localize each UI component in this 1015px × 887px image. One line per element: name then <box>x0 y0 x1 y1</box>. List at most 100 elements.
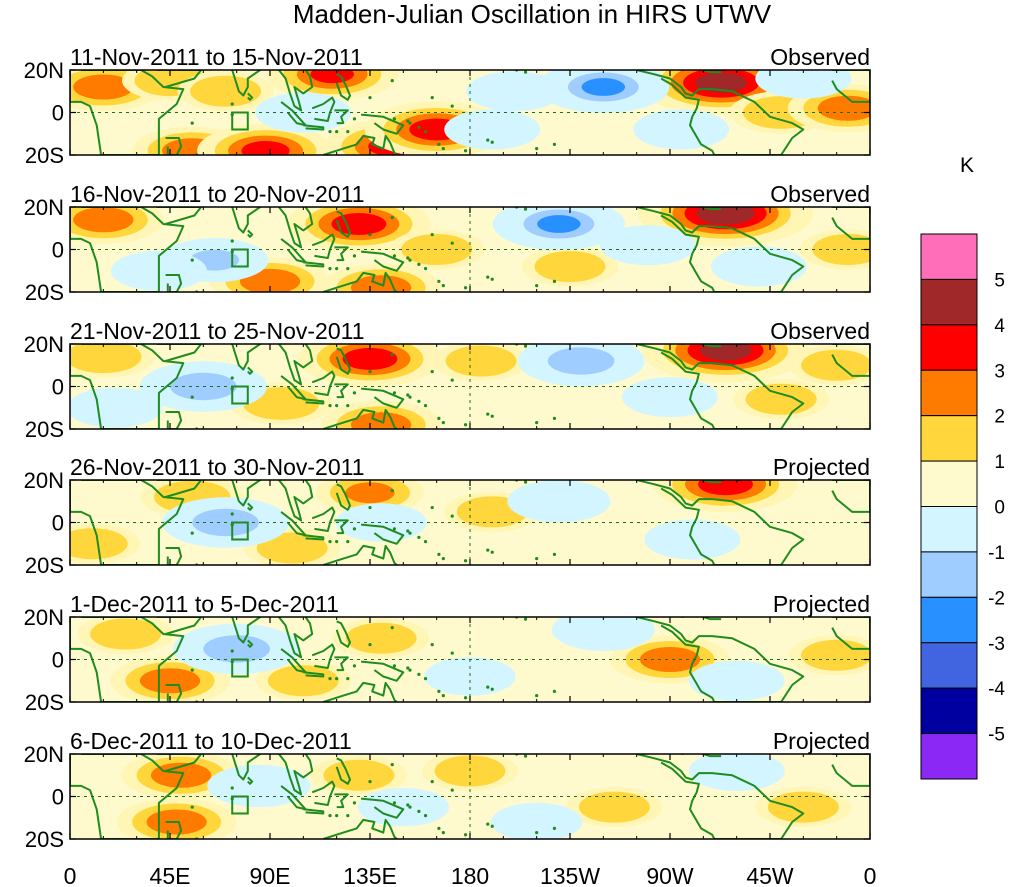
anomaly-contour <box>70 528 128 560</box>
colorbar-label: -2 <box>988 588 1005 609</box>
y-tick-label: 20S <box>25 417 64 442</box>
colorbar-label: 4 <box>994 316 1005 337</box>
island <box>423 130 428 134</box>
coastline <box>335 210 351 238</box>
colorbar-label: 5 <box>994 270 1005 291</box>
island <box>486 822 490 826</box>
x-tick-label: 135E <box>343 863 397 887</box>
island <box>437 416 441 420</box>
panel-period: 21-Nov-2011 to 25-Nov-2011 <box>70 318 365 344</box>
anomaly-mark <box>70 344 155 378</box>
island <box>486 412 490 416</box>
island <box>328 130 332 134</box>
island <box>390 626 394 630</box>
panel-status: Projected <box>773 454 870 480</box>
island <box>437 552 441 556</box>
coastline <box>334 109 349 125</box>
anomaly-contour <box>478 75 550 107</box>
x-tick-label: 0 <box>864 863 877 887</box>
island <box>535 694 539 698</box>
island <box>392 527 397 531</box>
island <box>486 275 490 279</box>
colorbar-swatch <box>920 642 978 689</box>
coastline <box>165 547 183 565</box>
coastline <box>335 757 351 785</box>
coastline <box>831 207 870 240</box>
anomaly-mark <box>633 109 730 150</box>
island <box>430 643 434 647</box>
island <box>490 277 494 281</box>
coastline <box>831 70 870 103</box>
coastline <box>247 92 254 101</box>
island <box>441 147 445 151</box>
island <box>490 550 494 554</box>
coastline <box>303 261 325 268</box>
island <box>368 780 372 784</box>
island <box>408 668 412 672</box>
coastline <box>361 660 405 682</box>
colorbar-unit: K <box>960 154 974 177</box>
anomaly-contour <box>150 762 212 788</box>
colorbar-swatch <box>920 551 978 598</box>
coastline <box>681 70 722 74</box>
region-box <box>231 521 249 541</box>
coastline <box>322 818 398 839</box>
coastline <box>322 134 398 155</box>
island <box>450 241 454 245</box>
coastline <box>303 124 325 131</box>
coastline <box>247 639 254 648</box>
colorbar-label: 2 <box>994 407 1005 428</box>
coastline <box>636 70 805 155</box>
coastline <box>70 754 185 839</box>
anomaly-contour <box>723 251 795 282</box>
island <box>486 685 490 689</box>
anomaly-contour <box>701 755 773 787</box>
coastline <box>70 617 185 702</box>
panel-status: Observed <box>770 318 870 344</box>
y-tick-label: 20N <box>24 742 64 767</box>
colorbar-swatch <box>920 369 978 417</box>
island <box>552 689 557 693</box>
island <box>417 809 421 813</box>
coastline <box>156 344 203 362</box>
island <box>230 786 234 790</box>
island <box>490 687 494 691</box>
island <box>346 540 350 544</box>
island <box>535 831 539 835</box>
island <box>423 540 428 544</box>
anomaly-contour <box>801 639 870 671</box>
anomaly-contour <box>347 507 415 538</box>
island <box>335 130 339 134</box>
anomaly-contour <box>639 646 701 673</box>
colorbar-label: -1 <box>988 543 1005 564</box>
coastline <box>335 483 351 511</box>
anomaly-contour <box>699 344 752 361</box>
anomaly-contour <box>256 532 328 564</box>
colorbar-label: -3 <box>988 634 1005 655</box>
anomaly-mark <box>517 344 645 387</box>
coastline <box>156 617 203 635</box>
anomaly-mark <box>444 109 541 150</box>
island <box>552 279 557 283</box>
panel-5: 20N 0 20S 1-Dec-2011 to 5-Dec-2011 Projected <box>24 591 871 715</box>
island <box>230 512 234 516</box>
anomaly-mark <box>197 123 334 155</box>
island <box>406 119 410 123</box>
coastline <box>322 544 398 565</box>
panel-period: 11-Nov-2011 to 15-Nov-2011 <box>70 44 363 70</box>
island <box>406 256 410 260</box>
island <box>352 801 357 805</box>
anomaly-contour <box>345 622 417 654</box>
coastline <box>361 387 405 409</box>
island <box>346 814 350 818</box>
coastline <box>636 344 805 429</box>
y-tick-label: 0 <box>52 511 64 536</box>
island <box>368 96 372 100</box>
anomaly-contour <box>90 618 162 650</box>
island <box>230 376 234 380</box>
anomaly-contour <box>350 275 412 292</box>
panel-status: Projected <box>773 728 870 754</box>
coastline <box>230 70 275 97</box>
coastline <box>361 113 405 135</box>
island <box>190 395 194 399</box>
